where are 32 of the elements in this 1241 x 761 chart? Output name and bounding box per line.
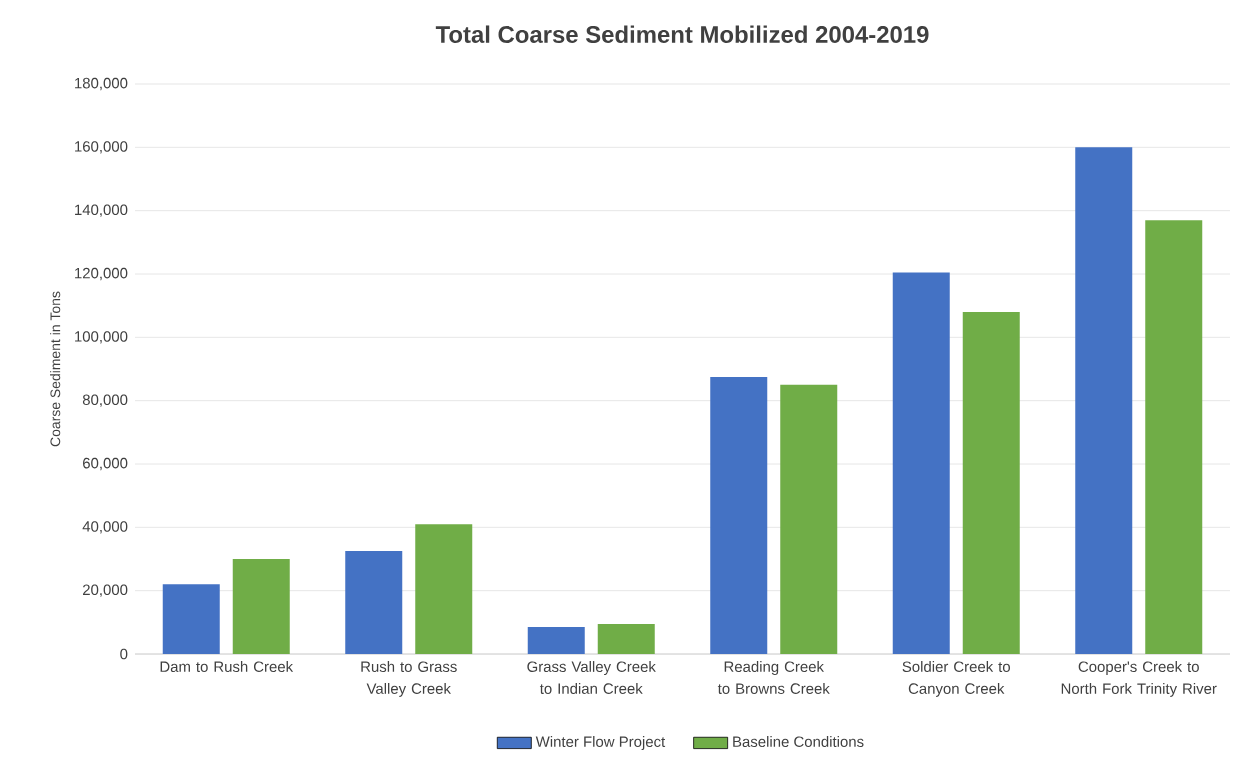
y-tick-label: 20,000 bbox=[83, 584, 128, 597]
bar bbox=[345, 551, 403, 654]
y-tick-label: 60,000 bbox=[83, 457, 128, 471]
bar bbox=[710, 376, 768, 654]
bar bbox=[415, 524, 473, 654]
y-tick-label: 80,000 bbox=[82, 394, 128, 407]
legend-label: Baseline Conditions bbox=[733, 736, 864, 747]
y-tick-label: 40,000 bbox=[82, 521, 128, 534]
bar bbox=[597, 623, 655, 654]
y-tick-label: 0 bbox=[120, 648, 128, 660]
y-axis-title: Coarse Sediment in Tons bbox=[50, 291, 61, 447]
bar bbox=[1075, 147, 1133, 654]
x-tick-label: Grass Valley Creek to Indian Creek bbox=[527, 661, 656, 694]
bar bbox=[892, 272, 950, 654]
y-tick-label: 120,000 bbox=[75, 267, 128, 281]
x-tick-label: Reading Creek to Browns Creek bbox=[717, 661, 830, 694]
y-tick-label: 140,000 bbox=[75, 204, 128, 217]
x-tick-label: Cooper's Creek to North Fork Trinity River bbox=[1061, 661, 1217, 697]
bar bbox=[162, 584, 220, 654]
bar bbox=[527, 627, 585, 654]
bar bbox=[1145, 220, 1203, 654]
bar bbox=[962, 312, 1020, 654]
x-tick-label: Soldier Creek to Canyon Creek bbox=[902, 661, 1010, 697]
x-tick-label: Rush to Grass Valley Creek bbox=[361, 661, 457, 697]
bar bbox=[232, 559, 290, 654]
x-tick-label: Dam to Rush Creek bbox=[160, 661, 294, 673]
chart-title: Total Coarse Sediment Mobilized 2004-2019 bbox=[435, 25, 929, 43]
legend-label: Winter Flow Project bbox=[535, 736, 666, 750]
y-tick-label: 180,000 bbox=[75, 77, 128, 91]
y-tick-label: 100,000 bbox=[75, 331, 128, 344]
y-tick-label: 160,000 bbox=[75, 141, 128, 154]
bar bbox=[780, 384, 838, 654]
